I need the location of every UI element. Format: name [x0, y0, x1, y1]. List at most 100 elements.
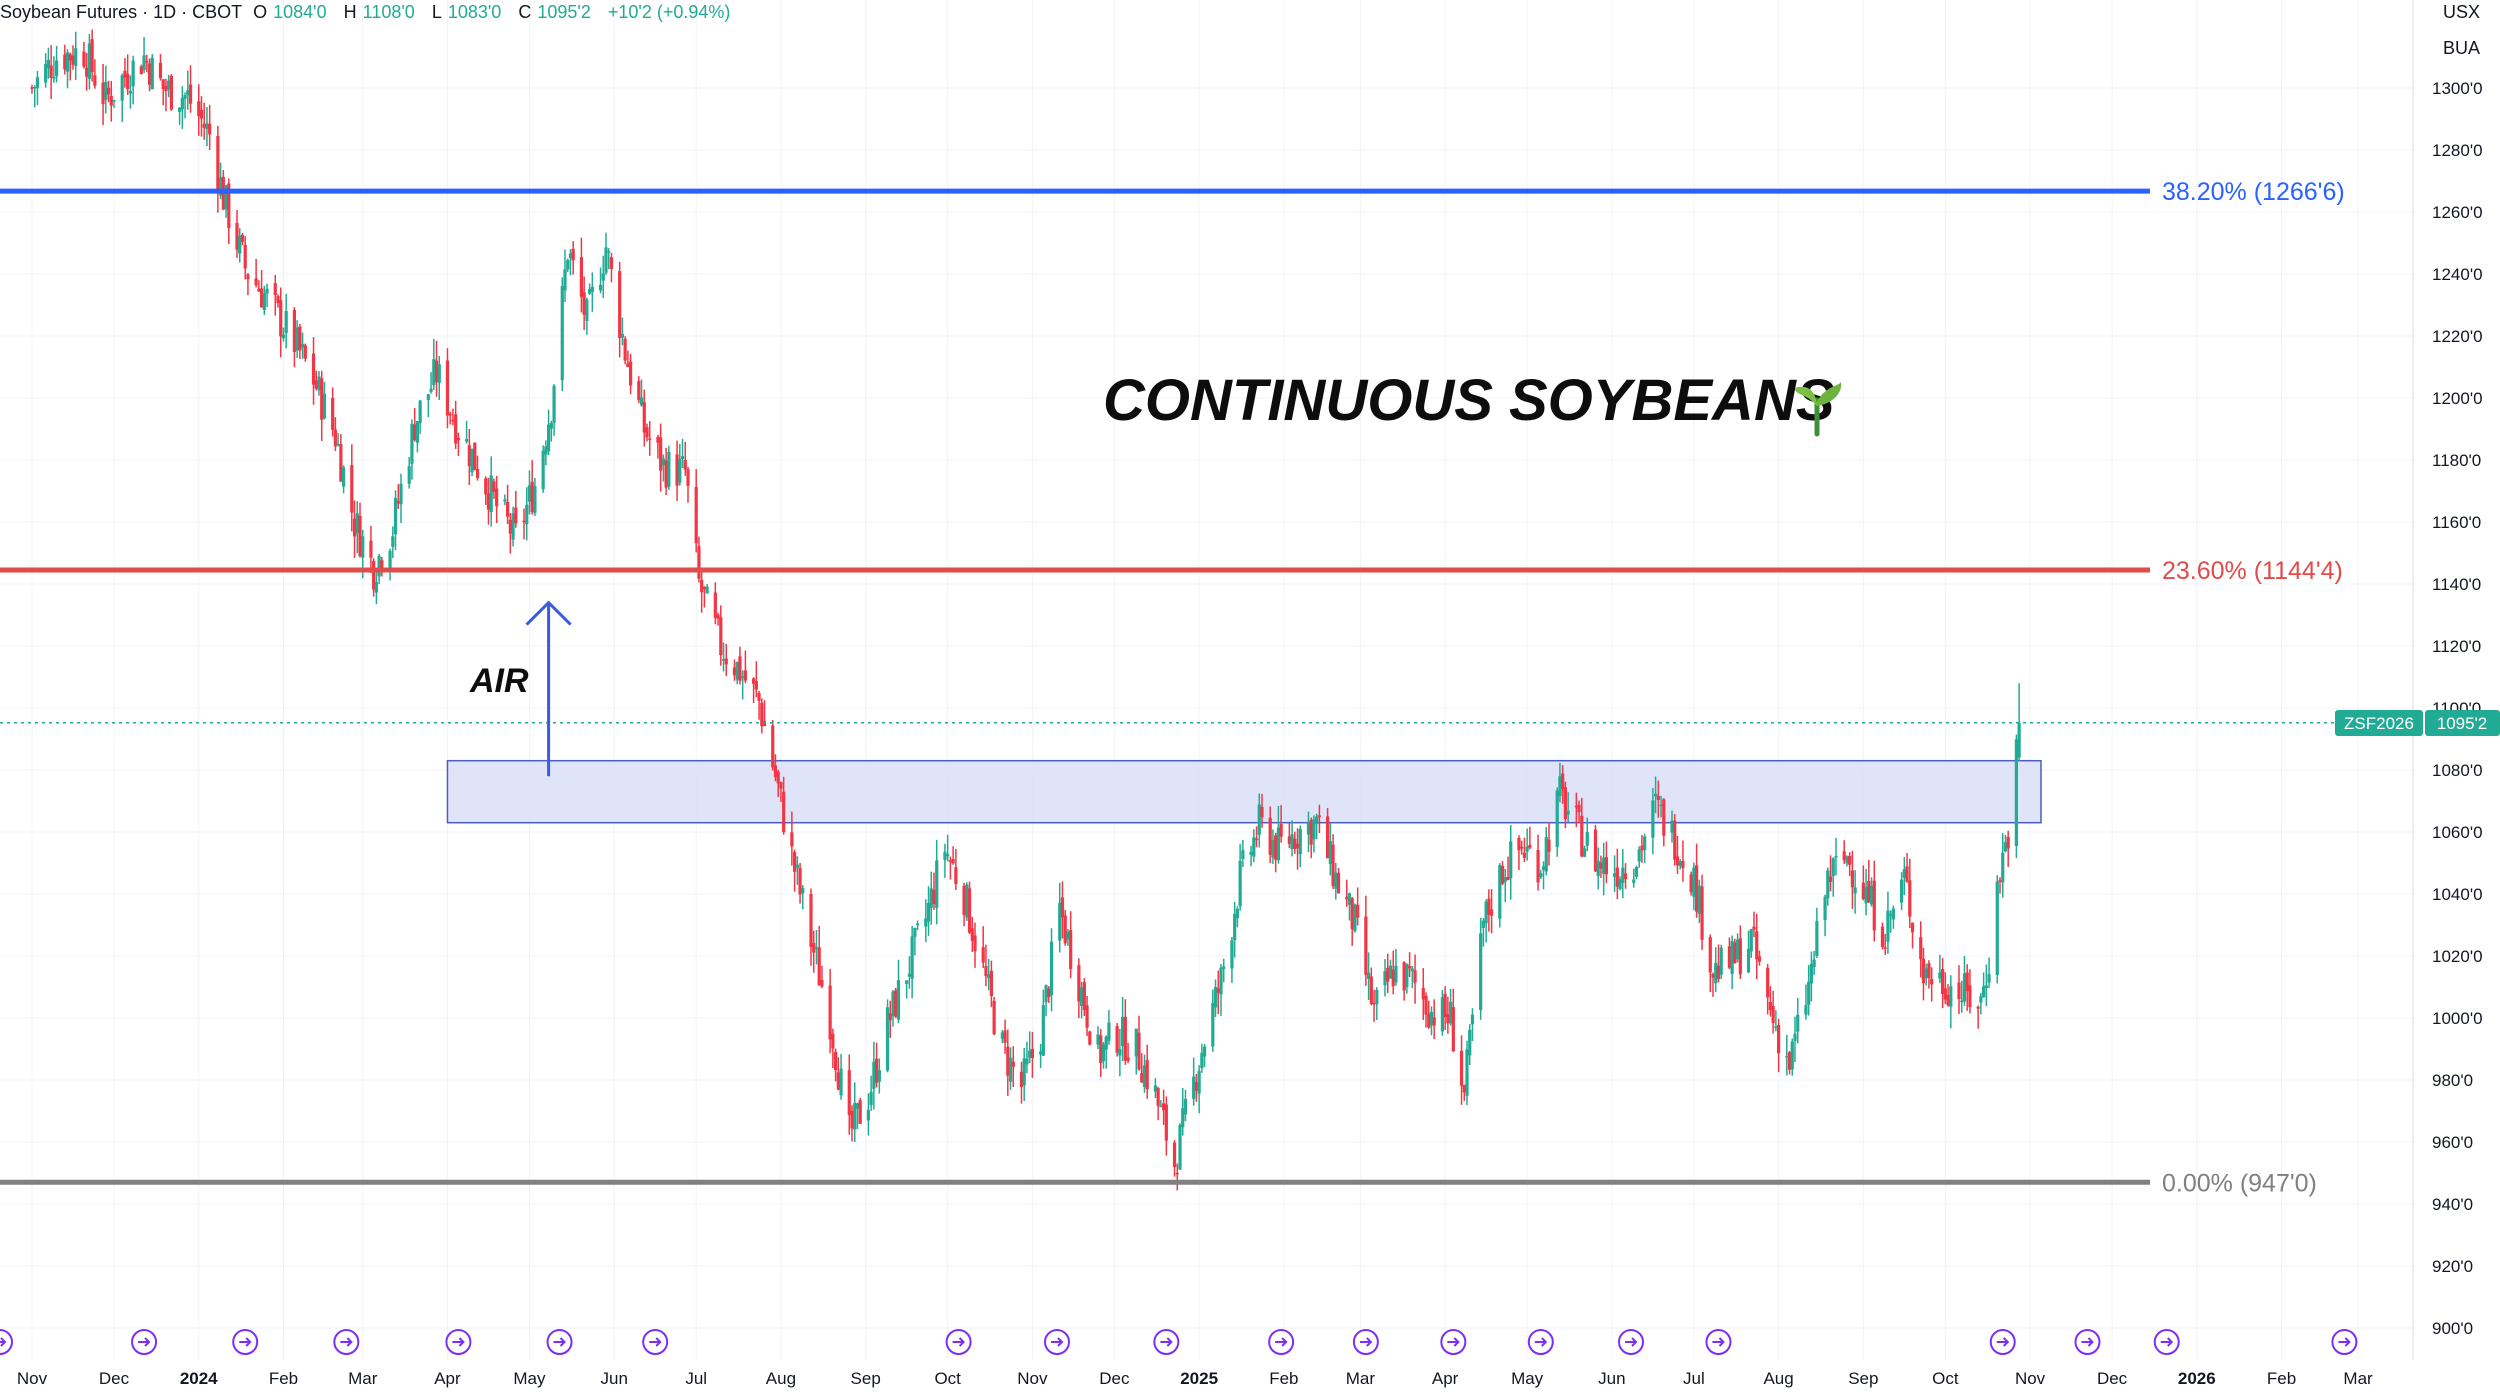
candle-body [429, 388, 433, 392]
candle-body [68, 54, 72, 61]
candle-body [1279, 823, 1283, 837]
event-arrow [1996, 1337, 2010, 1347]
candle-body [1675, 856, 1680, 866]
candle-body [1823, 896, 1827, 921]
candle-body [1796, 1014, 1800, 1032]
candle-body [65, 52, 70, 72]
dividend-event-icon [2074, 1329, 2101, 1355]
candle-body [522, 520, 526, 523]
candle-body [1498, 865, 1502, 919]
candle-body [484, 478, 488, 495]
candle-body [445, 360, 450, 416]
candle-body [549, 422, 553, 429]
candle-body [1306, 822, 1311, 835]
candle-body [680, 456, 685, 459]
candle-body [1834, 856, 1838, 858]
dividend-event-icon [1352, 1329, 1379, 1355]
event-arrow [553, 1337, 566, 1347]
candle-body [639, 397, 644, 406]
candle-body [227, 183, 231, 229]
candle-body [167, 80, 171, 90]
candle-body [754, 681, 758, 690]
x-tick-label: Mar [1346, 1369, 1376, 1388]
candle-body [1506, 876, 1510, 881]
y-tick-label: 1280'0 [2432, 141, 2483, 160]
candle-body [609, 257, 614, 269]
candle-body [1063, 915, 1067, 944]
candle-body [724, 658, 728, 665]
x-axis[interactable]: Nov Dec 2024 Feb Mar Apr May Jun Jul Aug Sep Oct Nov… [17, 1369, 2373, 1388]
candle-body [1886, 910, 1890, 942]
candle-body [1058, 902, 1062, 941]
candle-body [1957, 982, 1961, 1000]
candle-body [935, 860, 939, 908]
candle-body [1574, 805, 1578, 808]
event-markers [0, 1329, 2358, 1355]
candle-body [180, 97, 184, 110]
dividend-event-icon [333, 1329, 360, 1355]
candle-body [350, 465, 354, 513]
candle-body [1449, 1001, 1453, 1024]
candle-body [1861, 882, 1865, 900]
candle-body [1982, 986, 1986, 998]
candle-body [1905, 866, 1909, 882]
candle-body [410, 423, 414, 464]
candle-body [1656, 795, 1660, 800]
candle-body [1774, 1026, 1778, 1029]
candle-body [1145, 1060, 1149, 1090]
x-tick-label: Jun [1598, 1369, 1625, 1388]
candlestick-series [30, 29, 2021, 1191]
chart-title: CONTINUOUS SOYBEANS [1103, 368, 1835, 433]
event-arrow [649, 1337, 662, 1347]
candle-body [30, 87, 34, 89]
candle-body [1274, 835, 1278, 860]
candle-body [1670, 820, 1674, 833]
candle-body [1891, 908, 1895, 920]
candle-body [1651, 800, 1655, 838]
y-axis[interactable]: 1300'0 1280'0 1260'0 1240'0 1220'0 1200'0 1180… [2432, 79, 2483, 1338]
event-arrow [1359, 1337, 1373, 1347]
symbol-header: Soybean Futures · 1D · CBOT O 1084'0 H 110… [0, 2, 736, 23]
support-zone-layer [446, 759, 2042, 824]
candle-body [355, 513, 359, 534]
candle-body [598, 284, 603, 291]
candle-body [771, 725, 775, 768]
candle-body [391, 536, 395, 547]
y-tick-label: 1220'0 [2432, 327, 2483, 346]
candle-body [1634, 867, 1639, 877]
candle-body [1006, 1046, 1010, 1076]
event-arrow [239, 1337, 252, 1347]
candle-body [311, 353, 316, 385]
candle-body [2003, 842, 2008, 852]
candle-body [1462, 1085, 1466, 1093]
candle-body [276, 296, 280, 304]
candle-body [1487, 898, 1491, 915]
candle-body [1192, 1076, 1196, 1099]
candle-body [1295, 843, 1300, 849]
unit-badge[interactable]: BUA [2442, 38, 2480, 58]
candle-body [1525, 846, 1529, 852]
candle-body [1000, 1032, 1004, 1039]
candle-body [1785, 1056, 1789, 1058]
symbol-title[interactable]: Soybean Futures · 1D · CBOT [0, 2, 243, 22]
y-tick-label: 1020'0 [2432, 947, 2483, 966]
candle-body [1678, 861, 1682, 866]
candle-body [254, 278, 258, 286]
candle-body [1391, 969, 1395, 987]
candle-body [1216, 988, 1220, 993]
candle-body [585, 299, 589, 321]
price-tag-value: 1095'2 [2437, 714, 2488, 733]
candle-body [948, 860, 952, 862]
candle-body [369, 540, 373, 558]
candle-body [913, 928, 917, 937]
candle-body [694, 487, 698, 544]
x-tick-label: Nov [1017, 1369, 1048, 1388]
candle-body [1369, 976, 1373, 1004]
candle-body [967, 888, 972, 933]
candle-body [109, 95, 113, 106]
candle-body [1853, 887, 1857, 894]
candle-body [1908, 880, 1912, 917]
currency-badge[interactable]: USX [2442, 2, 2480, 22]
